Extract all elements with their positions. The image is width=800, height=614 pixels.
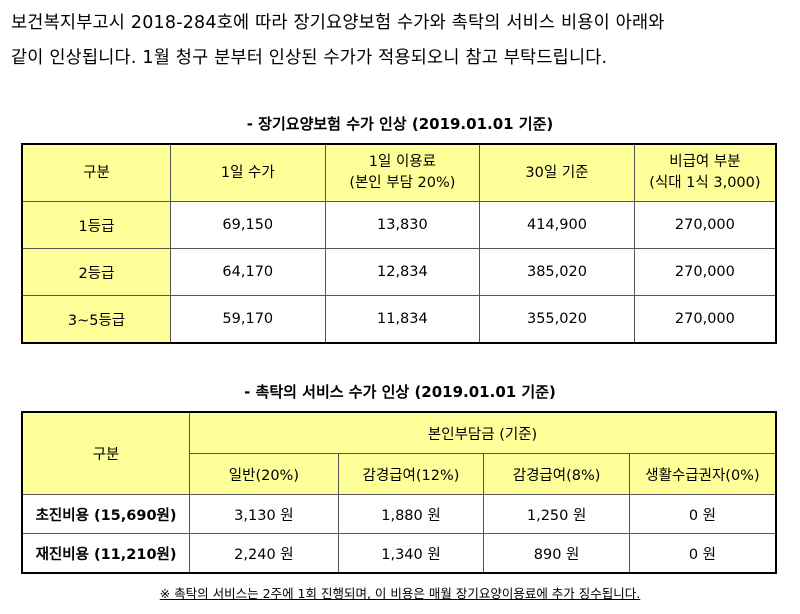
table-cell: 0 원	[628, 494, 777, 534]
subheader-reduced-8: 감경급여(8%)	[483, 453, 630, 495]
table-cell: 64,170	[170, 248, 326, 296]
table-cell: 1,880 원	[337, 494, 485, 534]
table-cell: 270,000	[633, 295, 777, 344]
table-header-row: 구분 본인부담금 (기준)	[21, 411, 777, 495]
table-row: 3~5등급 59,170 11,834 355,020 270,000	[21, 295, 777, 344]
table-cell: 385,020	[479, 248, 635, 296]
table-cell: 13,830	[324, 201, 481, 249]
table-row: 2등급 64,170 12,834 385,020 270,000	[21, 248, 777, 296]
table-cell: 3,130 원	[189, 494, 339, 534]
row-label: 재진비용 (11,210원)	[21, 533, 191, 574]
header-30day: 30일 기준	[479, 143, 635, 202]
header-non-covered: 비급여 부분 (식대 1식 3,000)	[633, 143, 777, 202]
intro-line-1: 보건복지부고시 2018-284호에 따라 장기요양보험 수가와 촉탁의 서비스…	[11, 13, 665, 33]
header-daily-copay: 1일 이용료 (본인 부담 20%)	[324, 143, 481, 202]
table1-title: - 장기요양보험 수가 인상 (2019.01.01 기준)	[246, 115, 554, 133]
header-copay-group: 본인부담금 (기준)	[189, 411, 777, 454]
table-header-row: 구분 1일 수가 1일 이용료 (본인 부담 20%) 30일 기준 비급여 부분…	[21, 143, 777, 202]
table-cell: 890 원	[483, 533, 630, 574]
table-row: 초진비용 (15,690원) 3,130 원 1,880 원 1,250 원 0…	[21, 494, 777, 534]
subheader-reduced-12: 감경급여(12%)	[337, 453, 485, 495]
table-cell: 414,900	[479, 201, 635, 249]
intro-text: 보건복지부고시 2018-284호에 따라 장기요양보험 수가와 촉탁의 서비스…	[11, 6, 796, 76]
grade-cell: 1등급	[21, 201, 172, 249]
table-cell: 12,834	[324, 248, 481, 296]
table-row: 재진비용 (11,210원) 2,240 원 1,340 원 890 원 0 원	[21, 533, 777, 574]
table2-title: - 촉탁의 서비스 수가 인상 (2019.01.01 기준)	[244, 383, 556, 401]
table-cell: 69,150	[170, 201, 326, 249]
ltc-fee-table: 구분 1일 수가 1일 이용료 (본인 부담 20%) 30일 기준 비급여 부분…	[21, 143, 777, 344]
header-category: 구분	[21, 143, 172, 202]
table-cell: 1,250 원	[483, 494, 630, 534]
subheader-basic-livelihood: 생활수급권자(0%)	[628, 453, 777, 495]
table-cell: 355,020	[479, 295, 635, 344]
table-cell: 1,340 원	[337, 533, 485, 574]
table-cell: 59,170	[170, 295, 326, 344]
table-cell: 11,834	[324, 295, 481, 344]
table-cell: 270,000	[633, 201, 777, 249]
consulting-fee-table: 구분 본인부담금 (기준) 일반(20%) 감경급여(12%) 감경급여(8%)…	[21, 411, 777, 574]
table-subheader-row: 일반(20%) 감경급여(12%) 감경급여(8%) 생활수급권자(0%)	[22, 453, 777, 495]
grade-cell: 2등급	[21, 248, 172, 296]
table-cell: 2,240 원	[189, 533, 339, 574]
header-daily-fee: 1일 수가	[170, 143, 326, 202]
table-cell: 0 원	[628, 533, 777, 574]
footnote: ※ 촉탁의 서비스는 2주에 1회 진행되며, 이 비용은 매월 장기요양이용료…	[159, 586, 641, 601]
header-category: 구분	[21, 411, 191, 495]
row-label: 초진비용 (15,690원)	[21, 494, 191, 534]
table-cell: 270,000	[633, 248, 777, 296]
grade-cell: 3~5등급	[21, 295, 172, 344]
intro-line-2: 같이 인상됩니다. 1월 청구 분부터 인상된 수가가 적용되오니 참고 부탁드…	[11, 48, 608, 68]
subheader-general: 일반(20%)	[189, 453, 339, 495]
table-row: 1등급 69,150 13,830 414,900 270,000	[21, 201, 777, 249]
